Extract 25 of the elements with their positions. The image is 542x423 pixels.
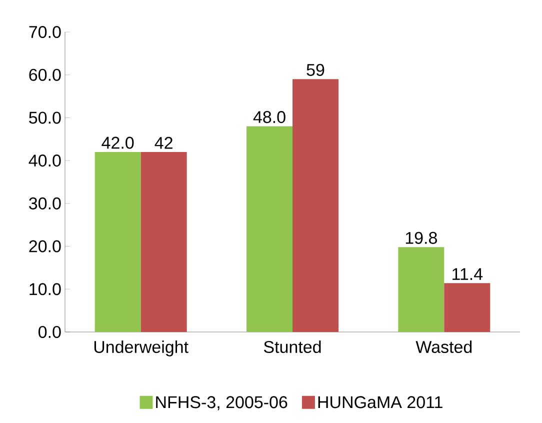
y-tick-label: 0.0 (38, 326, 61, 338)
y-tick-label: 20.0 (29, 240, 61, 252)
y-tick-label: 10.0 (30, 283, 61, 296)
x-tick-label: Underweight (94, 340, 188, 356)
bar (94, 152, 141, 332)
bar (292, 79, 338, 332)
data-label: 11.4 (452, 268, 483, 280)
bar (140, 152, 187, 332)
y-tick-label: 40.0 (28, 154, 61, 167)
bar (444, 283, 490, 332)
data-label: 42.0 (102, 136, 134, 149)
y-tick-label: 50.0 (29, 112, 61, 124)
x-tick-label: Stunted (264, 340, 321, 354)
y-tick-label: 30.0 (29, 197, 61, 210)
data-label: 48.0 (253, 111, 286, 124)
data-label: 19.8 (406, 232, 437, 244)
x-tick-label: Wasted (416, 340, 472, 354)
data-label: 42 (154, 136, 172, 149)
data-label: 59 (306, 64, 324, 76)
bar (246, 126, 292, 332)
y-tick-label: 60.0 (29, 68, 61, 81)
legend-label: HUNGaMA 2011 (318, 396, 442, 408)
y-tick-label: 70.0 (29, 26, 61, 38)
bar (398, 247, 444, 332)
legend-label: NFHS-3, 2005-06 (156, 396, 288, 410)
